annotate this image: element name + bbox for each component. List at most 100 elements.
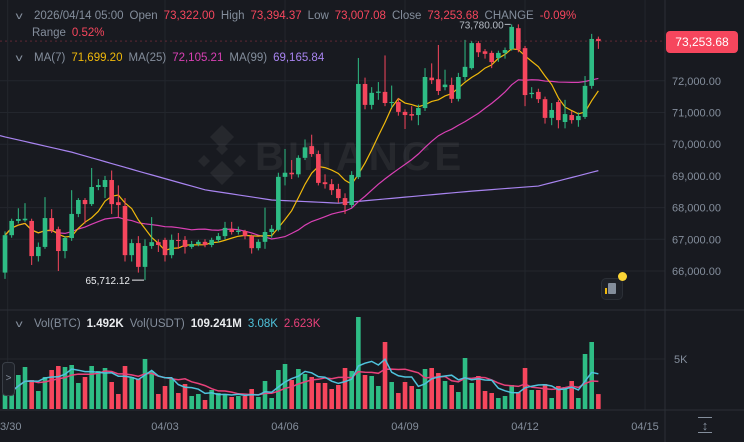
volume-ma-a-line <box>4 358 599 397</box>
candle-body <box>42 218 48 247</box>
volume-bar <box>296 369 301 409</box>
candle-body <box>242 231 248 237</box>
candle <box>169 234 174 259</box>
candle <box>96 179 101 191</box>
volume-bar <box>289 380 294 409</box>
vol-ma-b-value: 2.623K <box>283 318 321 330</box>
candle <box>596 36 601 49</box>
candle <box>209 237 214 248</box>
candle <box>462 39 468 81</box>
volume-bar <box>509 385 514 409</box>
candle-body <box>396 102 401 112</box>
candle <box>56 226 61 271</box>
volume-bar <box>89 366 94 409</box>
volume-bar <box>269 398 274 409</box>
volume-bar <box>422 369 428 409</box>
candle <box>369 87 374 110</box>
volume-bar <box>236 396 241 409</box>
candle <box>396 98 401 116</box>
volume-bar <box>476 376 481 409</box>
x-tick-label: 04/15 <box>631 421 659 433</box>
candle <box>329 179 334 195</box>
candle-body <box>256 241 261 249</box>
chevron-right-icon[interactable]: > <box>2 362 15 396</box>
volume-bar <box>16 375 21 409</box>
volume-bar <box>382 342 388 409</box>
candle-body <box>356 83 361 178</box>
volume-bar <box>109 382 114 409</box>
candle <box>402 109 408 129</box>
candle <box>89 167 94 207</box>
volume-bar <box>282 364 288 409</box>
candle-body <box>336 188 341 199</box>
candle <box>382 55 388 107</box>
volume-bar <box>469 383 474 409</box>
candle-body <box>322 182 328 185</box>
candle <box>116 185 121 218</box>
volume-bar <box>309 377 314 409</box>
volume-bar <box>2 390 8 409</box>
volume-bar <box>156 394 161 409</box>
candle <box>282 148 288 186</box>
volume-bar <box>129 377 134 409</box>
indicator-doc-icon[interactable] <box>601 278 623 300</box>
candle <box>262 207 268 249</box>
volume-bar <box>149 371 154 409</box>
candle <box>322 174 328 189</box>
auto-scale-icon[interactable]: ↕ <box>698 417 712 433</box>
volume-bar <box>229 397 234 409</box>
volume-bar <box>436 373 441 409</box>
volume-ma-b-line <box>4 368 599 396</box>
volume-tick-label: 5K <box>674 354 688 366</box>
candle-body <box>596 38 601 42</box>
volume-bar <box>429 368 434 409</box>
candle-body <box>536 91 541 100</box>
candle-body <box>269 228 274 233</box>
volume-bar <box>529 390 534 409</box>
volume-bar <box>329 389 334 409</box>
y-tick-label: 67,000.00 <box>672 234 721 246</box>
candle-body <box>329 184 334 191</box>
ma7-label: MA(7) <box>34 52 66 64</box>
candle <box>69 190 74 241</box>
close-label: Close <box>391 10 422 22</box>
ma25-label: MA(25) <box>128 52 167 64</box>
volume-bar <box>349 371 354 409</box>
candle-body <box>442 84 448 88</box>
candle <box>489 50 494 69</box>
volume-bar <box>356 317 361 409</box>
candle-body <box>302 147 308 158</box>
candle-body <box>96 185 101 187</box>
candle-body <box>49 218 54 231</box>
volume-bar <box>29 380 34 409</box>
candle <box>42 197 48 249</box>
candle <box>149 217 154 249</box>
candle <box>549 102 554 126</box>
chevron-down-icon[interactable]: v <box>15 10 23 22</box>
volume-bar <box>196 394 201 409</box>
volume-bar <box>442 381 448 409</box>
candle <box>556 99 561 129</box>
volume-bar <box>102 368 108 409</box>
volume-bar <box>82 377 88 409</box>
volume-bar <box>362 375 368 409</box>
candle-body <box>296 157 301 175</box>
vol-btc-label: Vol(BTC) <box>34 318 81 330</box>
chevron-down-icon[interactable]: v <box>15 52 23 64</box>
candle-body <box>222 227 228 237</box>
volume-bar <box>549 398 554 409</box>
candle <box>529 87 534 99</box>
candle-body <box>56 229 61 252</box>
candle-body <box>449 84 454 99</box>
chevron-down-icon[interactable]: v <box>15 318 23 330</box>
candle-body <box>382 91 388 103</box>
volume-bar <box>62 367 68 409</box>
candle-body <box>556 102 561 121</box>
candle <box>36 242 41 262</box>
candle <box>496 50 501 62</box>
candle-body <box>69 213 74 239</box>
candle-body <box>176 239 181 241</box>
ma-legend: v MA(7) 71,699.20 MA(25) 72,105.21 MA(99… <box>15 52 330 64</box>
candle-body <box>196 241 201 245</box>
